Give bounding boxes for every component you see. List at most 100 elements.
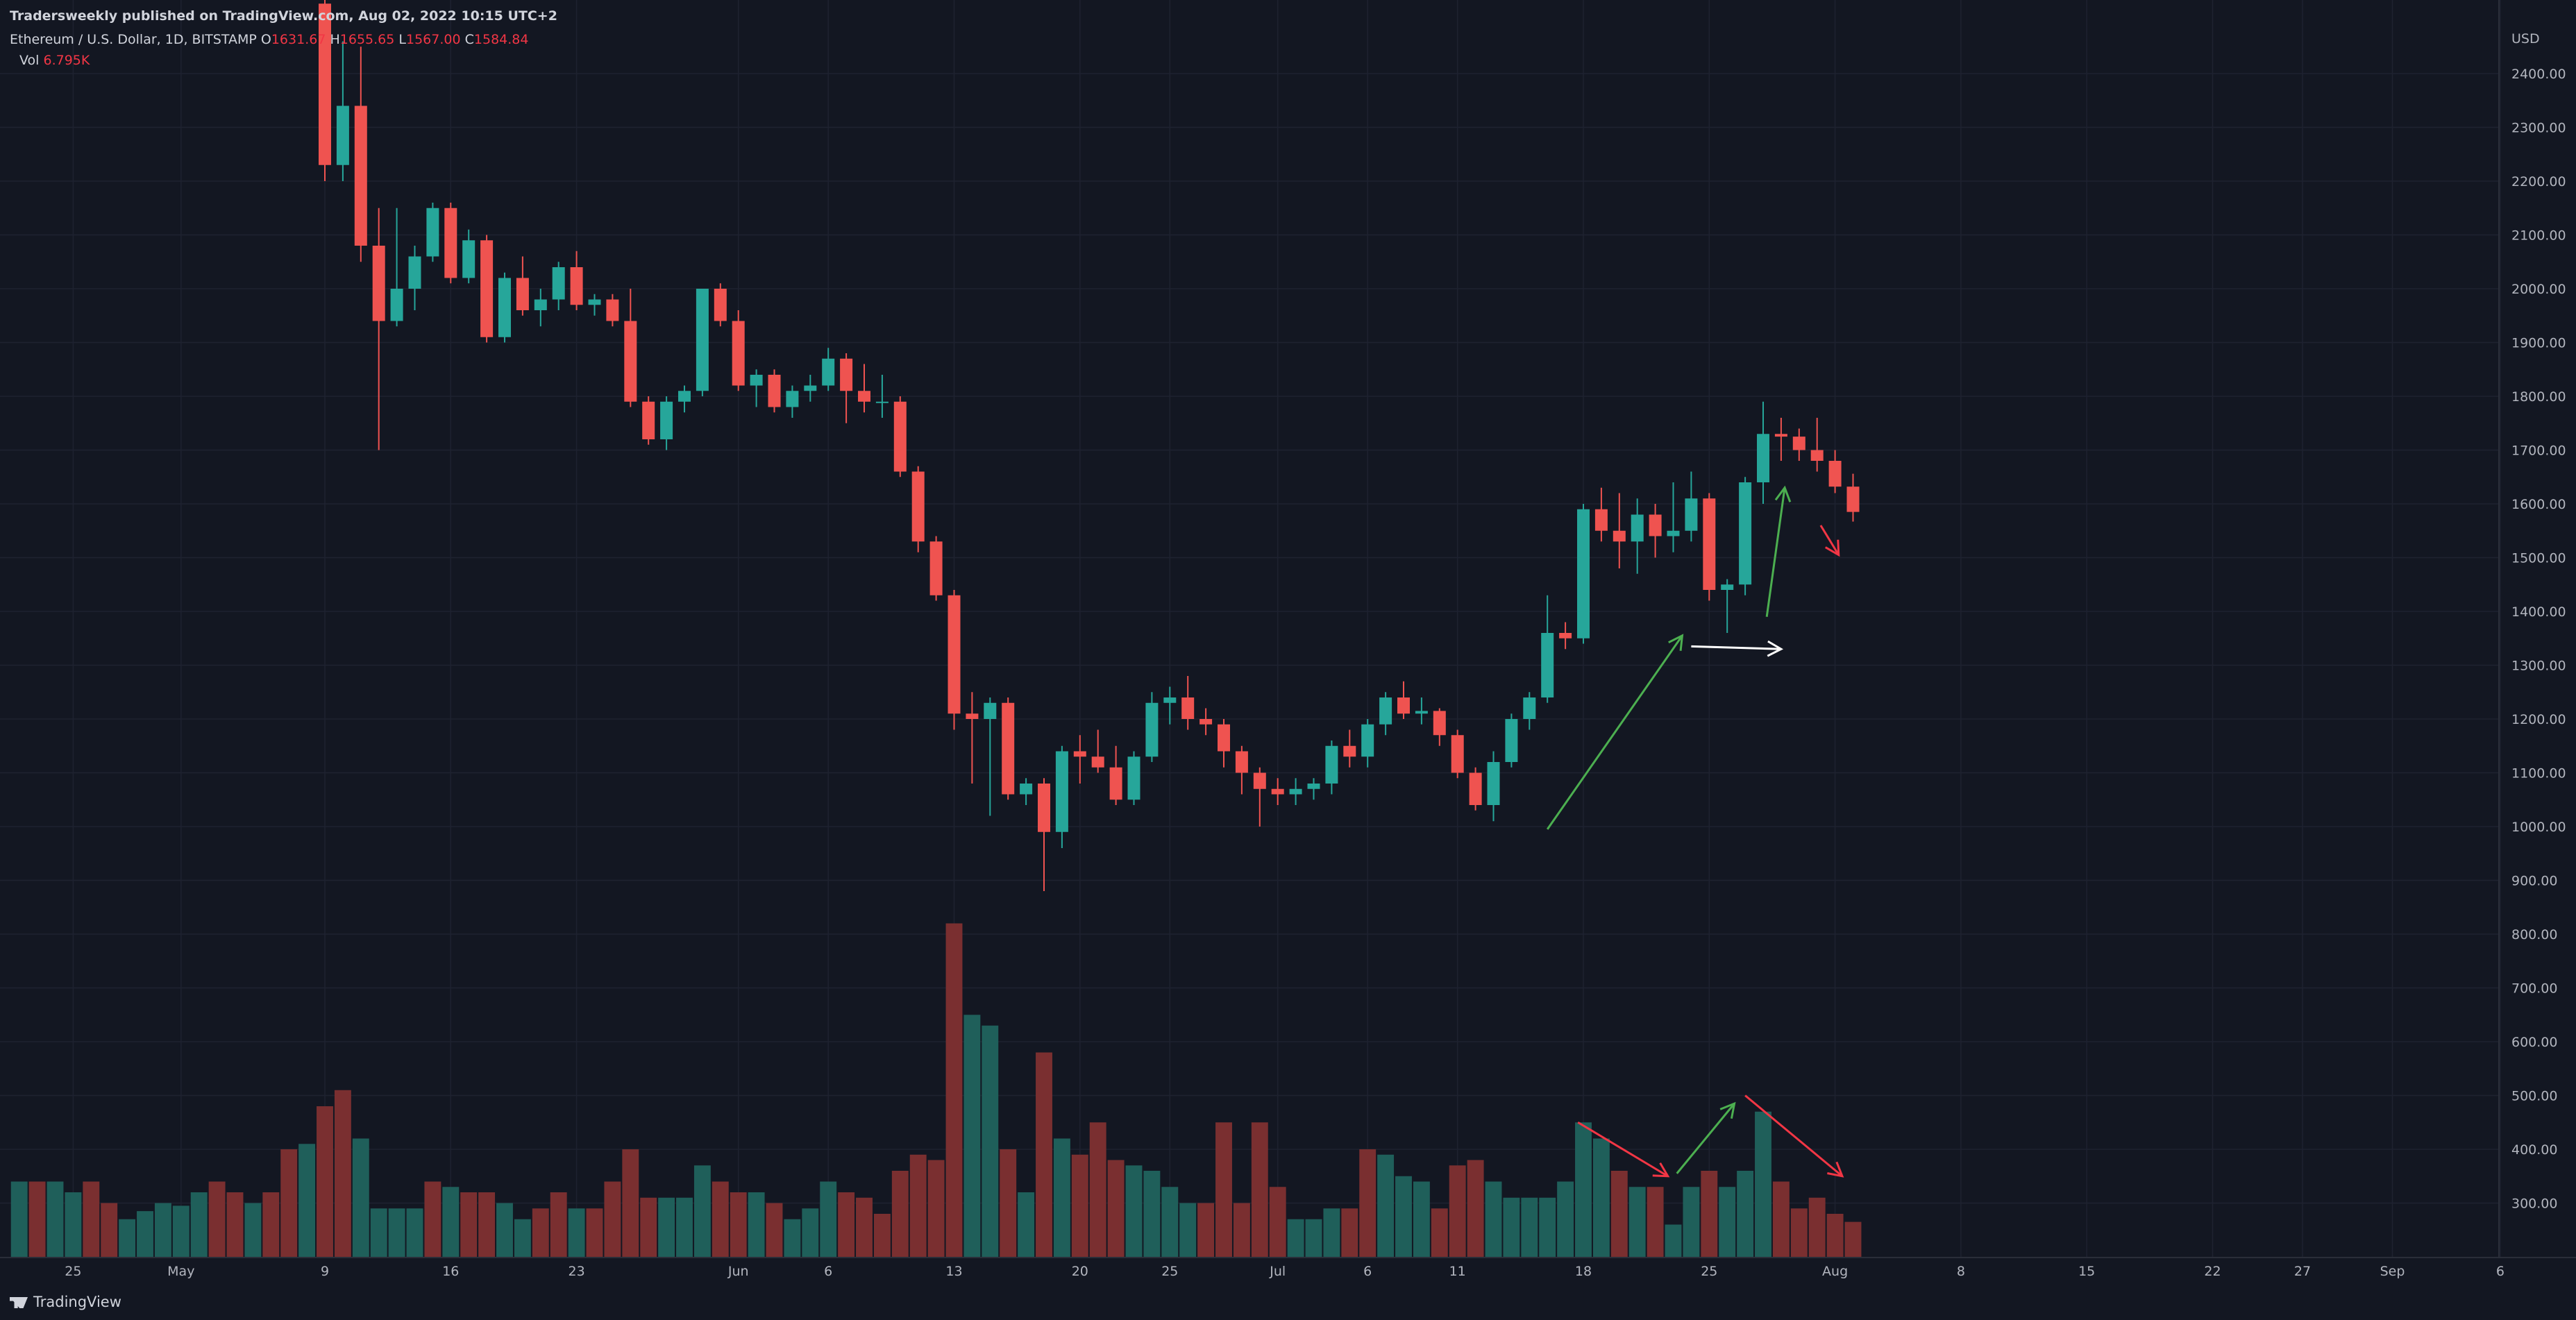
candle[interactable] [498, 272, 511, 343]
candle[interactable] [911, 466, 925, 552]
candle[interactable] [1685, 471, 1698, 542]
candle[interactable] [1667, 482, 1680, 552]
candle[interactable] [714, 283, 727, 327]
candle[interactable] [786, 385, 799, 418]
candle[interactable] [1127, 751, 1140, 806]
candle[interactable] [875, 375, 889, 418]
candle[interactable] [929, 536, 943, 601]
time-axis[interactable]: 25 May 9 16 23 Jun 6 13 20 25 Jul 6 11 18 25 Aug 8 15 22 27… [65, 1264, 2505, 1279]
candle[interactable] [1810, 418, 1824, 472]
candle[interactable] [426, 203, 439, 262]
candle[interactable] [1307, 778, 1320, 800]
candle[interactable] [1703, 493, 1716, 601]
candle[interactable] [1253, 767, 1266, 827]
candle[interactable] [1289, 778, 1302, 805]
candle[interactable] [1145, 692, 1159, 762]
candle[interactable] [1559, 622, 1572, 650]
candle[interactable] [1505, 713, 1518, 768]
candle[interactable] [1739, 477, 1752, 595]
candle[interactable] [1361, 719, 1374, 768]
candle[interactable] [984, 697, 997, 816]
candle[interactable] [1541, 595, 1554, 703]
candle[interactable] [606, 294, 619, 327]
candle[interactable] [1594, 487, 1608, 542]
candle[interactable] [1181, 676, 1195, 730]
candle[interactable] [1649, 504, 1662, 558]
candle[interactable] [534, 289, 547, 327]
candle[interactable] [462, 229, 475, 284]
candle[interactable] [516, 256, 529, 316]
tradingview-logo[interactable]: TradingView [10, 1294, 121, 1310]
candle[interactable] [678, 385, 691, 413]
candle[interactable] [1397, 681, 1410, 719]
candle[interactable] [1002, 697, 1015, 800]
candle[interactable] [768, 369, 781, 413]
candle[interactable] [822, 348, 835, 391]
candle[interactable] [1271, 778, 1284, 805]
candle[interactable] [1487, 751, 1500, 822]
candle[interactable] [750, 369, 763, 407]
candle[interactable] [858, 364, 870, 413]
candle[interactable] [1577, 504, 1590, 644]
candle[interactable] [1846, 473, 1860, 522]
candle[interactable] [552, 262, 565, 310]
candle[interactable] [390, 208, 403, 327]
arrow-annotation[interactable] [1819, 525, 1840, 557]
candle[interactable] [588, 294, 601, 316]
candle[interactable] [1199, 708, 1213, 736]
candle[interactable] [1451, 729, 1464, 779]
candle[interactable] [1109, 745, 1122, 805]
candle[interactable] [1325, 741, 1338, 795]
candle[interactable] [1415, 697, 1428, 725]
arrow-annotation[interactable] [1765, 485, 1792, 617]
candle[interactable] [893, 396, 907, 477]
candle[interactable] [1235, 745, 1248, 795]
candle[interactable] [570, 251, 583, 310]
candle[interactable] [1020, 778, 1033, 805]
candle[interactable] [1038, 778, 1050, 891]
candle[interactable] [480, 235, 494, 343]
candle[interactable] [1613, 493, 1626, 569]
symbol-legend[interactable]: Ethereum / U.S. Dollar, 1D, BITSTAMP O16… [10, 32, 528, 47]
price-axis[interactable]: USD 2400.00 2300.00 2200.00 2100.00 2000.00 1… [2511, 31, 2566, 1212]
candle[interactable] [840, 353, 853, 423]
candle[interactable] [1343, 729, 1356, 768]
candle[interactable] [696, 289, 709, 396]
candle[interactable] [966, 692, 979, 784]
candle[interactable] [1828, 450, 1842, 493]
candle[interactable] [444, 203, 457, 284]
candle[interactable] [1073, 735, 1086, 784]
candle[interactable] [1218, 719, 1230, 768]
candle[interactable] [1163, 686, 1177, 725]
candle[interactable] [372, 208, 385, 450]
candle[interactable] [804, 375, 817, 402]
candle[interactable] [1721, 579, 1734, 634]
arrow-annotation[interactable] [1577, 1121, 1670, 1178]
candle[interactable] [1055, 745, 1068, 848]
volume-legend[interactable]: Vol 6.795K [19, 53, 90, 68]
candle[interactable] [1757, 401, 1769, 504]
candle[interactable] [1523, 692, 1536, 730]
price-tick-label: 1700.00 [2511, 443, 2566, 459]
candle[interactable] [336, 41, 349, 182]
candle[interactable] [319, 0, 331, 181]
candle[interactable] [1379, 692, 1392, 736]
candle[interactable] [732, 310, 745, 391]
candle[interactable] [1433, 708, 1446, 746]
candle[interactable] [1091, 729, 1104, 773]
candle[interactable] [1631, 498, 1644, 574]
candle[interactable] [642, 396, 655, 445]
candle[interactable] [1774, 418, 1787, 461]
candle[interactable] [660, 396, 673, 450]
arrow-annotation[interactable] [1546, 634, 1684, 830]
arrow-annotation[interactable] [1691, 640, 1784, 657]
candle[interactable] [1469, 767, 1482, 811]
arrow-annotation[interactable] [1744, 1094, 1844, 1178]
candle[interactable] [624, 289, 637, 407]
candle[interactable] [408, 246, 421, 310]
arrow-annotation[interactable] [1676, 1101, 1736, 1174]
candle[interactable] [948, 590, 961, 730]
candle[interactable] [1792, 428, 1805, 462]
candle[interactable] [354, 46, 367, 262]
